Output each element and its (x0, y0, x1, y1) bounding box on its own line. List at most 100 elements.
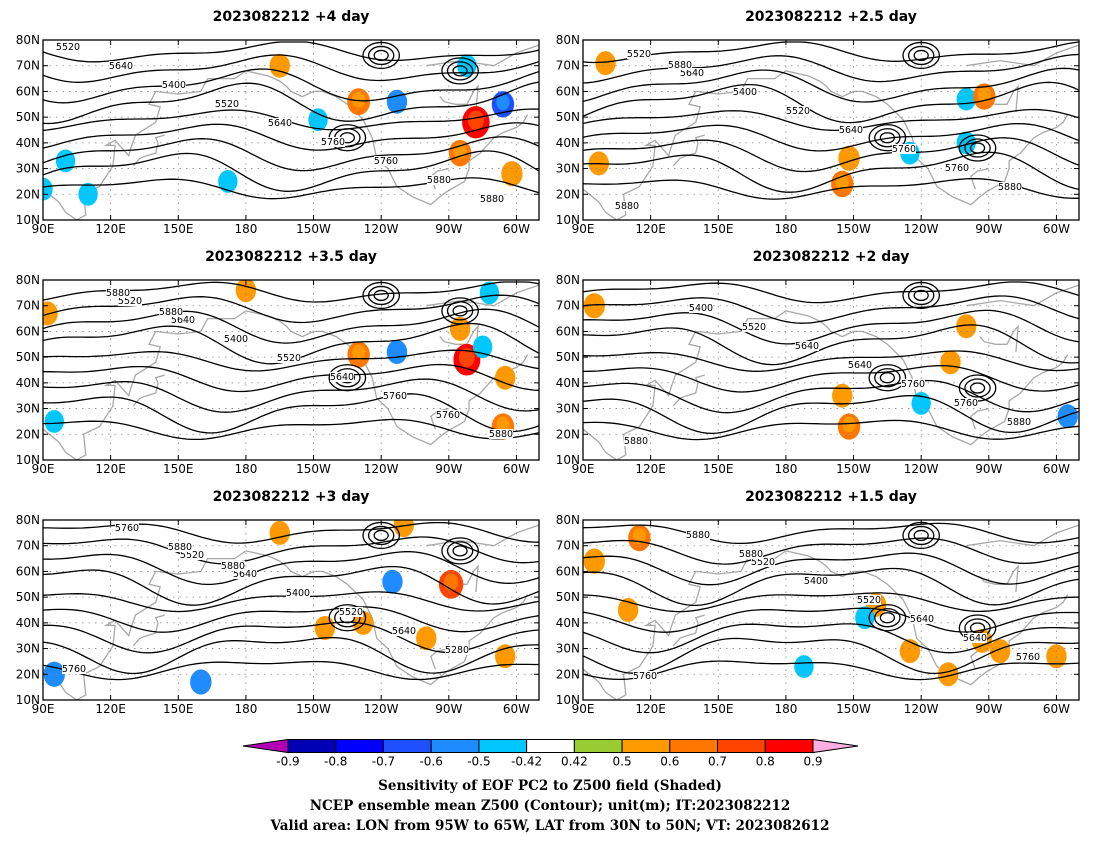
sensitivity-patch (44, 410, 64, 433)
contour-label-bg (162, 80, 186, 90)
lon-tick-label: 120W (364, 222, 399, 236)
lon-tick-label: 90E (572, 222, 595, 236)
coastline (966, 44, 1079, 67)
sensitivity-patch (595, 51, 616, 76)
lon-tick-label: 150E (163, 462, 194, 476)
contour-label-bg (668, 60, 692, 70)
contour-label-bg (954, 398, 978, 408)
lon-tick-label: 90W (975, 462, 1002, 476)
lon-tick-label: 150E (703, 702, 734, 716)
colorbar-swatch (717, 739, 766, 753)
coastline (426, 524, 539, 547)
contour-label-bg (733, 87, 757, 97)
contour-label: 5520 (627, 49, 651, 60)
contour-label: 5400 (224, 334, 248, 345)
coastline (785, 550, 832, 572)
z500-contour (583, 295, 1079, 324)
contour-label: 5880 (739, 549, 763, 560)
contour-label-bg (857, 595, 881, 605)
z500-contour (43, 81, 539, 125)
lat-tick-label: 80N (556, 513, 580, 527)
coastline (245, 70, 292, 92)
contour-label: 5640 (848, 360, 872, 371)
colorbar-label: -0.8 (324, 755, 347, 769)
sensitivity-patch (386, 340, 408, 364)
panel-title: 2023082212 +2.5 day (745, 9, 917, 25)
lat-tick-label: 20N (16, 427, 40, 441)
lon-tick-label: 180 (774, 222, 797, 236)
closed-contour (907, 285, 935, 306)
sensitivity-patch (989, 639, 1011, 664)
z500-contour (43, 551, 539, 586)
contour-label: 5760 (374, 156, 398, 167)
caption-line-2: NCEP ensemble mean Z500 (Contour); unit(… (310, 798, 791, 814)
contour-label-bg (627, 49, 651, 59)
sensitivity-patch (382, 569, 403, 594)
lat-tick-label: 40N (16, 616, 40, 630)
contour-label: 5760 (436, 410, 460, 421)
lat-tick-label: 40N (16, 376, 40, 390)
lat-tick-label: 50N (16, 590, 40, 604)
closed-contour (874, 368, 901, 388)
panel-frame (582, 519, 1080, 701)
closed-contour (328, 604, 367, 632)
contour-label: 5640 (109, 61, 133, 72)
contour-label: 5880 (106, 288, 130, 299)
panels: 2023082212 +4 day 5520 5640 5400 5520 5640 576… (16, 9, 1080, 716)
lat-tick-label: 20N (556, 667, 580, 681)
lon-tick-label: 60W (503, 462, 530, 476)
closed-contour (879, 372, 896, 384)
coastline (583, 70, 787, 220)
contour-label-bg (901, 379, 925, 389)
sensitivity-core (458, 348, 475, 368)
sensitivity-patch (43, 177, 53, 201)
contour-label-bg (277, 353, 301, 363)
z500-contour (43, 660, 539, 681)
contour-label-bg (1016, 652, 1040, 662)
lon-tick-label: 180 (234, 702, 257, 716)
lon-tick-label: 120W (364, 462, 399, 476)
closed-contour (907, 45, 935, 66)
panel-title: 2023082212 +2 day (753, 249, 910, 265)
sensitivity-patch (583, 293, 605, 319)
contour-label-bg (180, 550, 204, 560)
panel-frame (582, 39, 1080, 221)
closed-contour (868, 124, 907, 152)
lat-tick-label: 80N (16, 33, 40, 47)
contour-label: 5400 (689, 303, 713, 314)
panel-title: 2023082212 +4 day (213, 9, 370, 25)
contour-label: 5880 (159, 307, 183, 318)
z500-contour (583, 364, 1079, 393)
contour-label-bg (392, 626, 416, 636)
lon-tick-label: 90W (435, 222, 462, 236)
sensitivity-patch (43, 301, 58, 326)
colorbar-label: -0.6 (419, 755, 442, 769)
lat-tick-label: 50N (556, 590, 580, 604)
contour-label-bg (171, 315, 195, 325)
z500-contour (583, 53, 1079, 84)
contour-label-bg (56, 42, 80, 52)
lon-tick-label: 180 (234, 462, 257, 476)
z500-contour (43, 177, 539, 200)
lon-tick-label: 120W (904, 462, 939, 476)
contour-label: 5880 (427, 175, 451, 186)
lon-tick-label: 120E (635, 462, 666, 476)
contour-label: 5760 (321, 137, 345, 148)
coastline (830, 330, 1069, 446)
panel-plot-area: 5520 5640 5400 5520 5640 5760 5760 5880 5880 5880 (43, 280, 539, 460)
coastline (830, 570, 1069, 686)
z500-contour (43, 349, 539, 372)
colorbar-swatch (287, 739, 337, 753)
z500-contour (43, 150, 539, 192)
sensitivity-patch (78, 182, 98, 206)
z500-contour (43, 308, 539, 344)
z500-contour (583, 419, 1079, 441)
lat-tick-label: 30N (556, 642, 580, 656)
contour-label-bg (427, 175, 451, 185)
z500-contour (43, 54, 539, 83)
z500-contour (583, 177, 1079, 200)
contour-label: 5520 (56, 42, 80, 53)
colorbar-max-arrow (812, 738, 859, 754)
z500-contour (43, 41, 539, 63)
contour-label-bg (739, 549, 763, 559)
